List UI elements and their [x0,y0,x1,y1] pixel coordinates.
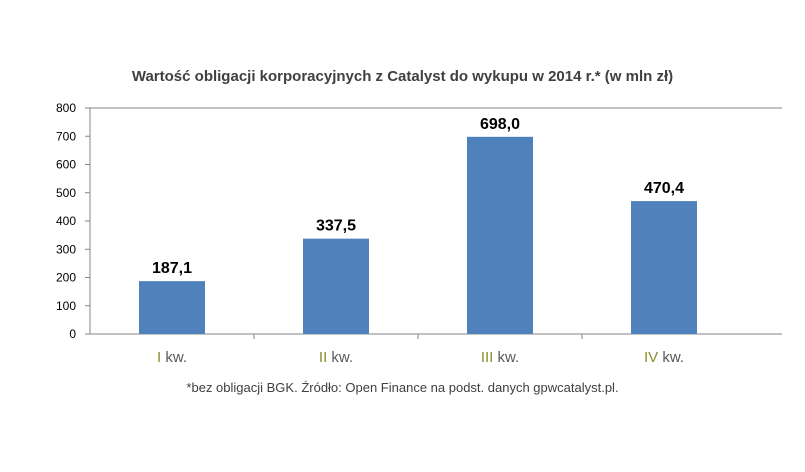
quarter-numeral: II [319,349,327,366]
y-tick-label: 800 [56,101,76,115]
y-tick-label: 0 [69,327,76,341]
bar [467,136,533,334]
data-label: 698,0 [480,116,520,133]
quarter-suffix: kw. [493,349,519,366]
x-tick-label: IV kw. [644,349,684,366]
quarter-suffix: kw. [658,349,684,366]
y-tick-label: 300 [56,242,76,256]
y-tick-label: 100 [56,299,76,313]
y-tick-label: 500 [56,186,76,200]
data-label: 470,4 [644,180,684,197]
quarter-suffix: kw. [327,349,353,366]
bar [631,201,697,334]
chart-footnote: *bez obligacji BGK. Źródło: Open Finance… [186,380,619,395]
bar [303,238,369,334]
data-label: 187,1 [152,260,192,277]
chart-title: Wartość obligacji korporacyjnych z Catal… [131,68,674,85]
x-tick-label: II kw. [319,349,353,366]
data-label: 337,5 [316,218,356,235]
quarter-numeral: III [481,349,494,366]
bar [139,281,205,334]
x-tick-label: III kw. [481,349,519,366]
y-tick-label: 600 [56,158,76,172]
quarter-suffix: kw. [161,349,187,366]
quarter-numeral: IV [644,349,658,366]
x-tick-label: I kw. [157,349,187,366]
quarter-numeral: I [157,349,161,366]
y-tick-label: 700 [56,129,76,143]
y-tick-label: 400 [56,214,76,228]
y-tick-label: 200 [56,271,76,285]
